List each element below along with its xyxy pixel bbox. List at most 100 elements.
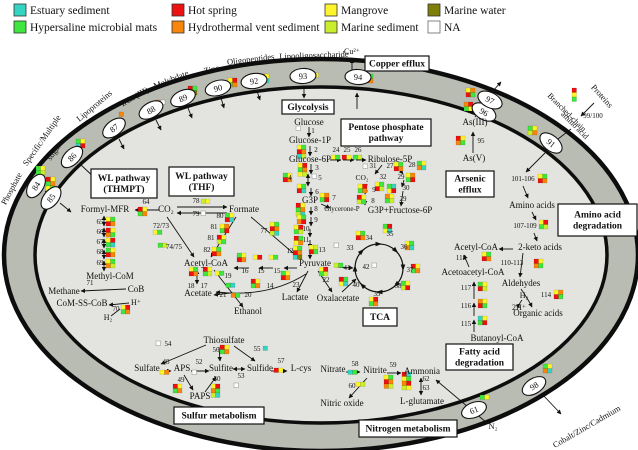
sample-cell-y (532, 125, 538, 131)
sample-grid (35, 165, 46, 176)
sample-cell-o (362, 188, 368, 194)
sample-cell-y (293, 224, 299, 230)
transporter-oval-86 (60, 145, 84, 169)
arrow (256, 90, 261, 101)
sample-cell-y (177, 383, 183, 389)
reaction-number-68: 68 (97, 248, 105, 256)
sample-grid (211, 246, 222, 257)
sample-cell-y (405, 280, 411, 286)
sample-cell-g (527, 125, 533, 131)
metabolite-methane: Methane (48, 286, 80, 296)
pathway-box-wl-pathway-label: WL pathway (175, 172, 228, 182)
reaction-number-67: 67 (97, 238, 105, 246)
sample-grid (269, 221, 280, 236)
sample-cell-o (384, 193, 390, 199)
sample-cell-g (110, 216, 116, 222)
reaction-number-79: 79 (193, 210, 201, 218)
sample-cell-g (219, 270, 225, 276)
metabolite-h: H₂ (104, 313, 113, 322)
sample-cell-c (477, 315, 483, 321)
arrow (518, 252, 524, 278)
metabolite-glucose: Glucose (294, 117, 324, 127)
sample-grid (155, 340, 161, 346)
sample-cell-r (172, 383, 178, 389)
sample-grid (333, 242, 339, 248)
reaction-number-21: 21 (220, 291, 228, 299)
sample-cell-n (311, 173, 317, 179)
sample-cell-g (313, 249, 319, 255)
sample-cell-y (50, 176, 56, 182)
arrow (183, 374, 194, 391)
transporter-92: 92 (240, 72, 268, 90)
reaction-number-14: 14 (267, 282, 275, 290)
sample-cell-r (224, 217, 230, 223)
arrow (541, 393, 562, 415)
sample-cell-y (214, 270, 220, 276)
transporter-number-61: 61 (468, 404, 480, 416)
metabolite-aps: APS (174, 363, 191, 373)
sample-cell-g (75, 138, 81, 144)
transporter-oval-92 (240, 72, 268, 90)
sample-cell-r (105, 252, 111, 258)
sample-grid (465, 87, 476, 98)
reaction-number-53: 53 (238, 372, 246, 380)
legend-chip-estuary-sediment (13, 3, 27, 17)
sample-cell-g (297, 245, 303, 251)
sample-cell-y (105, 216, 111, 222)
sample-cell-y (482, 315, 488, 321)
sample-cell-g (335, 154, 341, 160)
transporter-97: 97 (477, 90, 503, 110)
legend-chip-marine-water (427, 3, 441, 17)
sample-cell-n (295, 125, 301, 131)
reaction-number-57: 57 (278, 357, 286, 365)
sample-grid (479, 394, 490, 400)
sample-cell-y (120, 304, 126, 310)
sample-grid (105, 237, 116, 248)
sample-cell-g (386, 183, 392, 189)
reaction-number-66: 66 (97, 228, 105, 236)
sample-cell-s (269, 230, 275, 236)
metabolite-sulfide: Sulfide (247, 363, 273, 373)
transporter-oval-94 (344, 68, 372, 86)
sample-cell-g (215, 388, 221, 394)
transporter-oval-87 (102, 117, 126, 139)
metabolite-g3p-fructose-6p: G3P+Fructose-6P (368, 205, 433, 215)
transporter-91: 91 (539, 132, 563, 154)
sample-cell-g (45, 181, 51, 187)
sample-cell-y (415, 263, 421, 269)
sample-grid (273, 367, 284, 373)
sample-cell-o (410, 172, 416, 178)
reaction-number-71: 71 (87, 279, 95, 287)
sample-grid (214, 270, 225, 276)
sample-cell-g (105, 242, 111, 248)
sample-grid (384, 193, 395, 204)
sample-grid (225, 282, 236, 288)
sample-cell-o (50, 181, 56, 187)
sample-cell-o (532, 130, 538, 136)
sample-cell-g (538, 224, 544, 230)
sample-cell-r (341, 154, 347, 160)
sample-cell-r (356, 194, 362, 200)
sample-grid (463, 101, 474, 112)
sample-cell-o (360, 235, 366, 241)
sample-cell-o (230, 292, 236, 298)
sample-cell-y (110, 227, 116, 233)
pathway-box-glycolysis (281, 99, 335, 115)
sample-grid (319, 192, 330, 203)
legend-label-mangrove: Mangrove (341, 5, 388, 17)
arrow (187, 107, 193, 119)
arrow (525, 152, 546, 173)
sample-cell-g (382, 223, 388, 229)
metabolite-nitrate: Nitrate (321, 364, 346, 374)
pathway-box-amino-acid-label: degradation (573, 222, 623, 232)
sample-grid (416, 160, 427, 171)
sample-grid (202, 266, 213, 277)
pathway-box-copper-efflux-label: Copper efflux (369, 60, 425, 70)
reaction-number-31: 31 (370, 162, 378, 170)
sample-grid (188, 266, 199, 277)
sample-cell-g (236, 252, 242, 258)
sample-cell-c (292, 254, 298, 260)
sample-cell-o (298, 240, 304, 246)
reaction-number-114: 114 (541, 291, 552, 299)
sample-grid (542, 363, 553, 374)
